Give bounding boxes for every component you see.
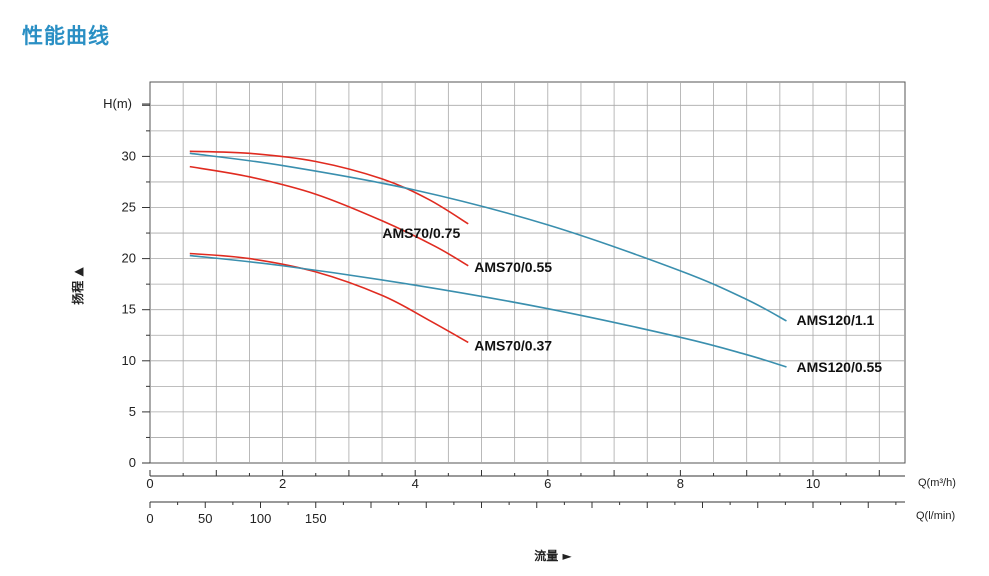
label-layer: AMS70/0.75 AMS70/0.55 AMS70/0.37 AMS120/1.1…: [382, 225, 882, 375]
x-axis-unit-label-lmin: Q(l/min): [916, 510, 955, 522]
series-layer: [189, 150, 787, 368]
y-axis-unit-label: H(m): [103, 96, 132, 111]
x-tick-label-m3h: 10: [806, 476, 820, 491]
plot-frame: [149, 81, 906, 464]
x-tick-label-m3h: 4: [412, 476, 419, 491]
x-tick-label-m3h: 0: [146, 476, 153, 491]
y-tick-label: 0: [129, 455, 136, 470]
series-line-ams70-0-75: [189, 150, 469, 225]
series-line-ams70-0-37: [189, 252, 469, 344]
grid-layer: [149, 81, 906, 464]
series-line-ams120-1-1: [189, 152, 787, 322]
x-tick-label-m3h: 6: [544, 476, 551, 491]
y-tick-label: 15: [122, 302, 136, 317]
x-axis-title: 流量 ►: [534, 548, 572, 563]
x-tick-label-m3h: 2: [279, 476, 286, 491]
x-tick-label-lmin: 100: [250, 511, 272, 526]
series-label-ams70-0-55: AMS70/0.55: [474, 259, 552, 275]
series-label-ams120-1-1: AMS120/1.1: [796, 312, 874, 328]
series-label-ams70-0-37: AMS70/0.37: [474, 337, 552, 353]
y-tick-label: 30: [122, 148, 136, 163]
y-tick-label: 20: [122, 251, 136, 266]
x-tick-label-m3h: 8: [677, 476, 684, 491]
y-axis-title: 扬程 ▲: [70, 267, 85, 305]
page-title: 性能曲线: [22, 24, 110, 48]
x-tick-label-lmin: 0: [146, 511, 153, 526]
series-line-ams120-0-55: [189, 254, 787, 368]
series-label-ams70-0-75: AMS70/0.75: [382, 225, 460, 241]
y-tick-label: 25: [122, 200, 136, 215]
series-label-ams120-0-55: AMS120/0.55: [796, 359, 882, 375]
x-axis-unit-label-m3h: Q(m³/h): [918, 477, 956, 489]
y-tick-label: 5: [129, 404, 136, 419]
x-tick-label-lmin: 50: [198, 511, 212, 526]
x-tick-label-lmin: 150: [305, 511, 327, 526]
series-line-ams70-0-55: [189, 165, 469, 267]
y-tick-label: 10: [122, 353, 136, 368]
